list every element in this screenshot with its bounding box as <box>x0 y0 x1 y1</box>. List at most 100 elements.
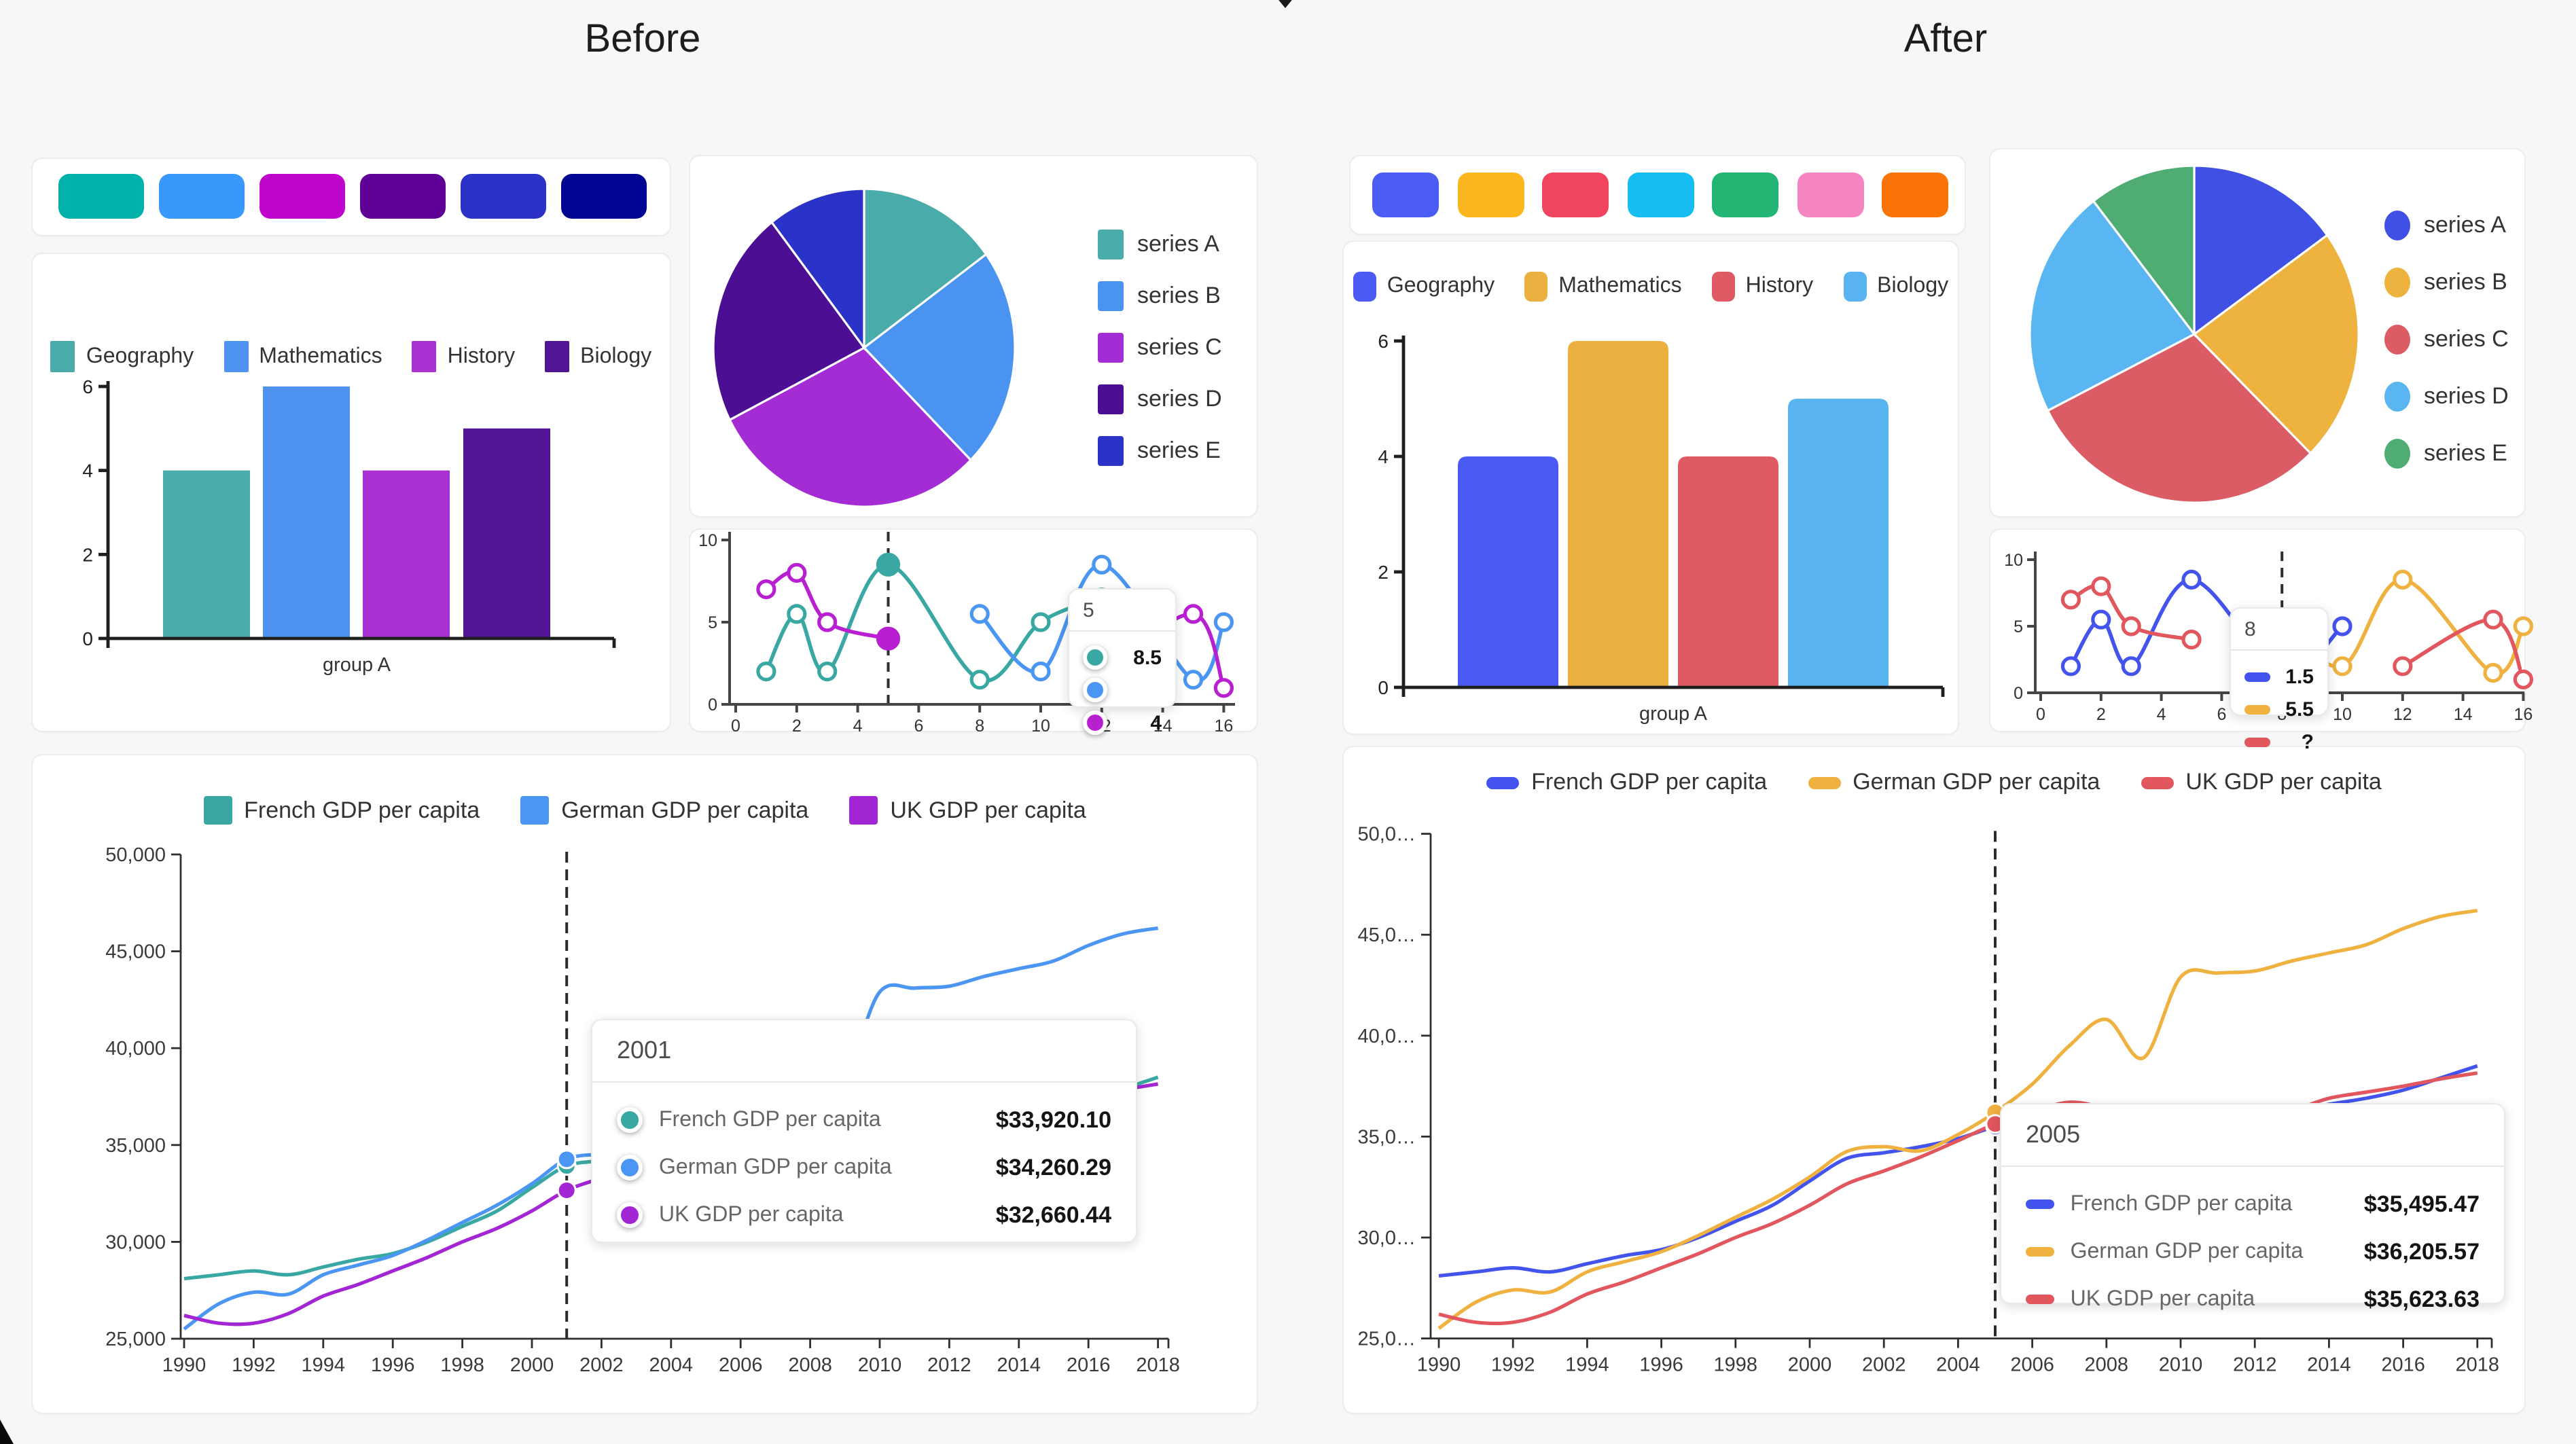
svg-text:10: 10 <box>2004 551 2023 570</box>
bar-Biology[interactable] <box>463 428 550 638</box>
legend-item[interactable]: series B <box>2384 268 2507 297</box>
legend-item[interactable]: Biology <box>1843 272 1948 302</box>
chart-tooltip: 2005 French GDP per capita $35,495.47 Germa… <box>2000 1103 2505 1312</box>
before-title: Before <box>584 18 701 61</box>
tooltip-series-label: German GDP per capita <box>659 1155 892 1178</box>
svg-text:6: 6 <box>2217 705 2226 724</box>
data-point[interactable] <box>2060 656 2081 676</box>
data-point[interactable] <box>787 604 807 624</box>
data-point[interactable] <box>2483 609 2503 630</box>
data-point[interactable] <box>2483 663 2503 683</box>
legend-item[interactable]: Geography <box>50 341 194 372</box>
legend-item[interactable]: series C <box>2384 325 2509 355</box>
bar-Mathematics[interactable] <box>1568 341 1668 687</box>
tooltip-series-marker <box>2026 1247 2054 1257</box>
bar-History[interactable] <box>1678 456 1778 687</box>
chart-tooltip: 8 1.5 5.5? <box>2230 607 2329 753</box>
legend-item[interactable]: German GDP per capita <box>520 796 808 825</box>
data-point[interactable] <box>2332 616 2353 636</box>
data-point[interactable] <box>1031 662 1051 682</box>
bar-Mathematics[interactable] <box>263 386 350 638</box>
tooltip-series-value: $33,920.10 <box>995 1106 1111 1132</box>
svg-text:0: 0 <box>82 628 93 649</box>
legend-item[interactable]: series B <box>1098 281 1221 311</box>
data-point[interactable] <box>1213 612 1234 632</box>
legend-item[interactable]: UK GDP per capita <box>849 796 1086 825</box>
legend-item[interactable]: series A <box>2384 211 2506 240</box>
data-point[interactable] <box>1092 554 1112 575</box>
data-point[interactable] <box>756 662 776 682</box>
bar-Biology[interactable] <box>1788 399 1889 687</box>
pie-slice-series E[interactable] <box>2092 164 2196 338</box>
data-point[interactable] <box>1183 670 1204 690</box>
pie-slice-series D[interactable] <box>2028 199 2196 412</box>
legend-item-label: Mathematics <box>259 344 382 367</box>
data-point[interactable] <box>1031 612 1051 632</box>
bar-category-label: group A <box>323 654 391 676</box>
data-point[interactable] <box>1213 678 1234 698</box>
legend-item[interactable]: series D <box>2384 382 2509 412</box>
tooltip-series-label: UK GDP per capita <box>2070 1287 2255 1310</box>
data-point[interactable] <box>2091 609 2111 630</box>
pie-slice-series B[interactable] <box>862 253 1016 462</box>
data-point[interactable] <box>2060 590 2081 610</box>
legend-item[interactable]: French GDP per capita <box>1486 769 1767 796</box>
legend-item[interactable]: Mathematics <box>1524 272 1682 302</box>
data-point[interactable] <box>787 562 807 583</box>
pie-slice-series D[interactable] <box>712 220 866 422</box>
data-point[interactable] <box>876 552 901 577</box>
svg-text:1992: 1992 <box>232 1354 276 1376</box>
data-point[interactable] <box>2121 616 2141 636</box>
data-point[interactable] <box>876 626 901 651</box>
legend-item[interactable]: Mathematics <box>223 341 382 372</box>
before-pie-plot <box>712 187 1016 508</box>
data-point[interactable] <box>1183 604 1204 624</box>
legend-item[interactable]: series C <box>1098 333 1222 363</box>
data-point[interactable] <box>969 604 990 624</box>
svg-text:1998: 1998 <box>440 1354 484 1376</box>
data-point[interactable] <box>2181 630 2202 650</box>
data-point[interactable] <box>2332 656 2353 676</box>
legend-item[interactable]: French GDP per capita <box>203 796 480 825</box>
legend-item[interactable]: History <box>1711 272 1813 302</box>
pie-slice-series A[interactable] <box>2193 164 2329 337</box>
data-point[interactable] <box>969 670 990 690</box>
pie-slice-series B[interactable] <box>2192 233 2360 455</box>
data-point[interactable] <box>756 579 776 600</box>
data-point[interactable] <box>817 662 838 682</box>
legend-item[interactable]: History <box>412 341 515 372</box>
data-point[interactable] <box>2181 569 2202 590</box>
legend-item[interactable]: German GDP per capita <box>1808 769 2100 796</box>
bar-Geography[interactable] <box>1458 456 1558 687</box>
legend-item[interactable]: Biology <box>545 341 651 372</box>
legend-marker <box>2141 776 2174 789</box>
data-point[interactable] <box>2513 669 2534 689</box>
data-point[interactable] <box>2393 569 2413 590</box>
pie-slice-series C[interactable] <box>2046 333 2312 504</box>
legend-marker <box>2384 211 2410 240</box>
data-point[interactable] <box>2513 616 2534 636</box>
legend-item[interactable]: UK GDP per capita <box>2141 769 2382 796</box>
legend-item[interactable]: series D <box>1098 384 1222 414</box>
after-bar-card: Geography Mathematics History Biology 0 2 4 6 gr… <box>1344 242 1958 734</box>
legend-item[interactable]: series E <box>1098 436 1221 466</box>
tooltip-row: German GDP per capita $34,260.29 <box>617 1144 1111 1191</box>
svg-text:14: 14 <box>1153 717 1173 736</box>
legend-item[interactable]: series A <box>1098 230 1219 259</box>
pie-slice-series E[interactable] <box>770 187 865 351</box>
tooltip-series-value: 5.5 <box>2285 698 2314 721</box>
legend-item[interactable]: Geography <box>1353 272 1495 302</box>
data-point[interactable] <box>2091 576 2111 596</box>
data-point[interactable] <box>817 612 838 632</box>
legend-item-label: UK GDP per capita <box>890 797 1086 823</box>
svg-text:2014: 2014 <box>2307 1354 2351 1376</box>
pie-slice-series C[interactable] <box>728 346 973 508</box>
bar-History[interactable] <box>363 470 450 638</box>
data-point[interactable] <box>2121 656 2141 676</box>
legend-item[interactable]: series E <box>2384 439 2507 469</box>
legend-marker <box>1843 272 1867 302</box>
legend-marker <box>2384 439 2410 469</box>
pie-slice-series A[interactable] <box>863 187 988 350</box>
bar-Geography[interactable] <box>163 470 250 638</box>
data-point[interactable] <box>2393 656 2413 676</box>
